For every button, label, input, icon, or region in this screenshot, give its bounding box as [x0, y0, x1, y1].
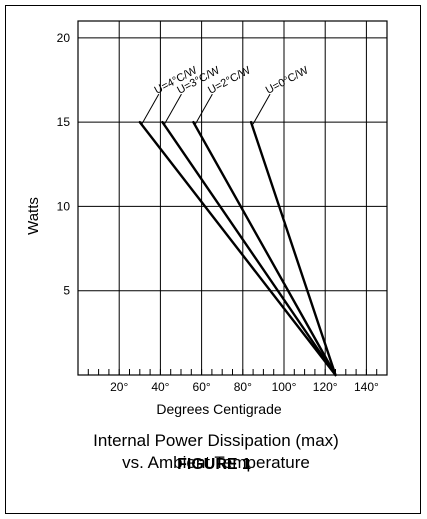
x-tick-label: 60° [193, 380, 211, 394]
y-tick-label: 10 [57, 199, 71, 213]
axes [77, 20, 388, 376]
plot-border [77, 20, 388, 376]
series-line [138, 120, 337, 377]
x-tick-label: 40° [151, 380, 169, 394]
x-tick-label: 20° [110, 380, 128, 394]
y-axis-label: Watts [25, 197, 42, 235]
y-tick-label: 20 [57, 31, 71, 45]
y-tick-label: 15 [57, 115, 71, 129]
series-leader-line [141, 93, 160, 125]
series-line [249, 120, 337, 377]
chart-title-line1: Internal Power Dissipation (max) [93, 431, 339, 450]
grid [78, 21, 387, 375]
x-tick-label: 140° [354, 380, 379, 394]
x-tick-label: 120° [313, 380, 338, 394]
series-line [161, 120, 337, 377]
series-leader-line [164, 93, 182, 125]
y-tick-label: 5 [63, 284, 70, 298]
series-leader-line [252, 93, 271, 125]
series-line [192, 120, 337, 377]
x-tick-label: 80° [234, 380, 252, 394]
series-leader-line [194, 93, 213, 125]
x-tick-label: 100° [272, 380, 297, 394]
series-lines [138, 120, 337, 377]
figure-caption: FIGURE 1 [177, 456, 251, 473]
chart-title-line2: vs. Ambient Temperature [122, 453, 310, 472]
tick-labels: 20° 40° 60° 80° 100° 120° 140° 5 10 15 20 [57, 31, 379, 394]
figure-frame [5, 5, 421, 514]
x-axis-label: Degrees Centigrade [156, 401, 282, 417]
series-label: U=0°C/W [264, 64, 311, 97]
series-labels: U=4°C/WU=3°C/WU=2°C/W U=0°C/W [141, 64, 311, 125]
